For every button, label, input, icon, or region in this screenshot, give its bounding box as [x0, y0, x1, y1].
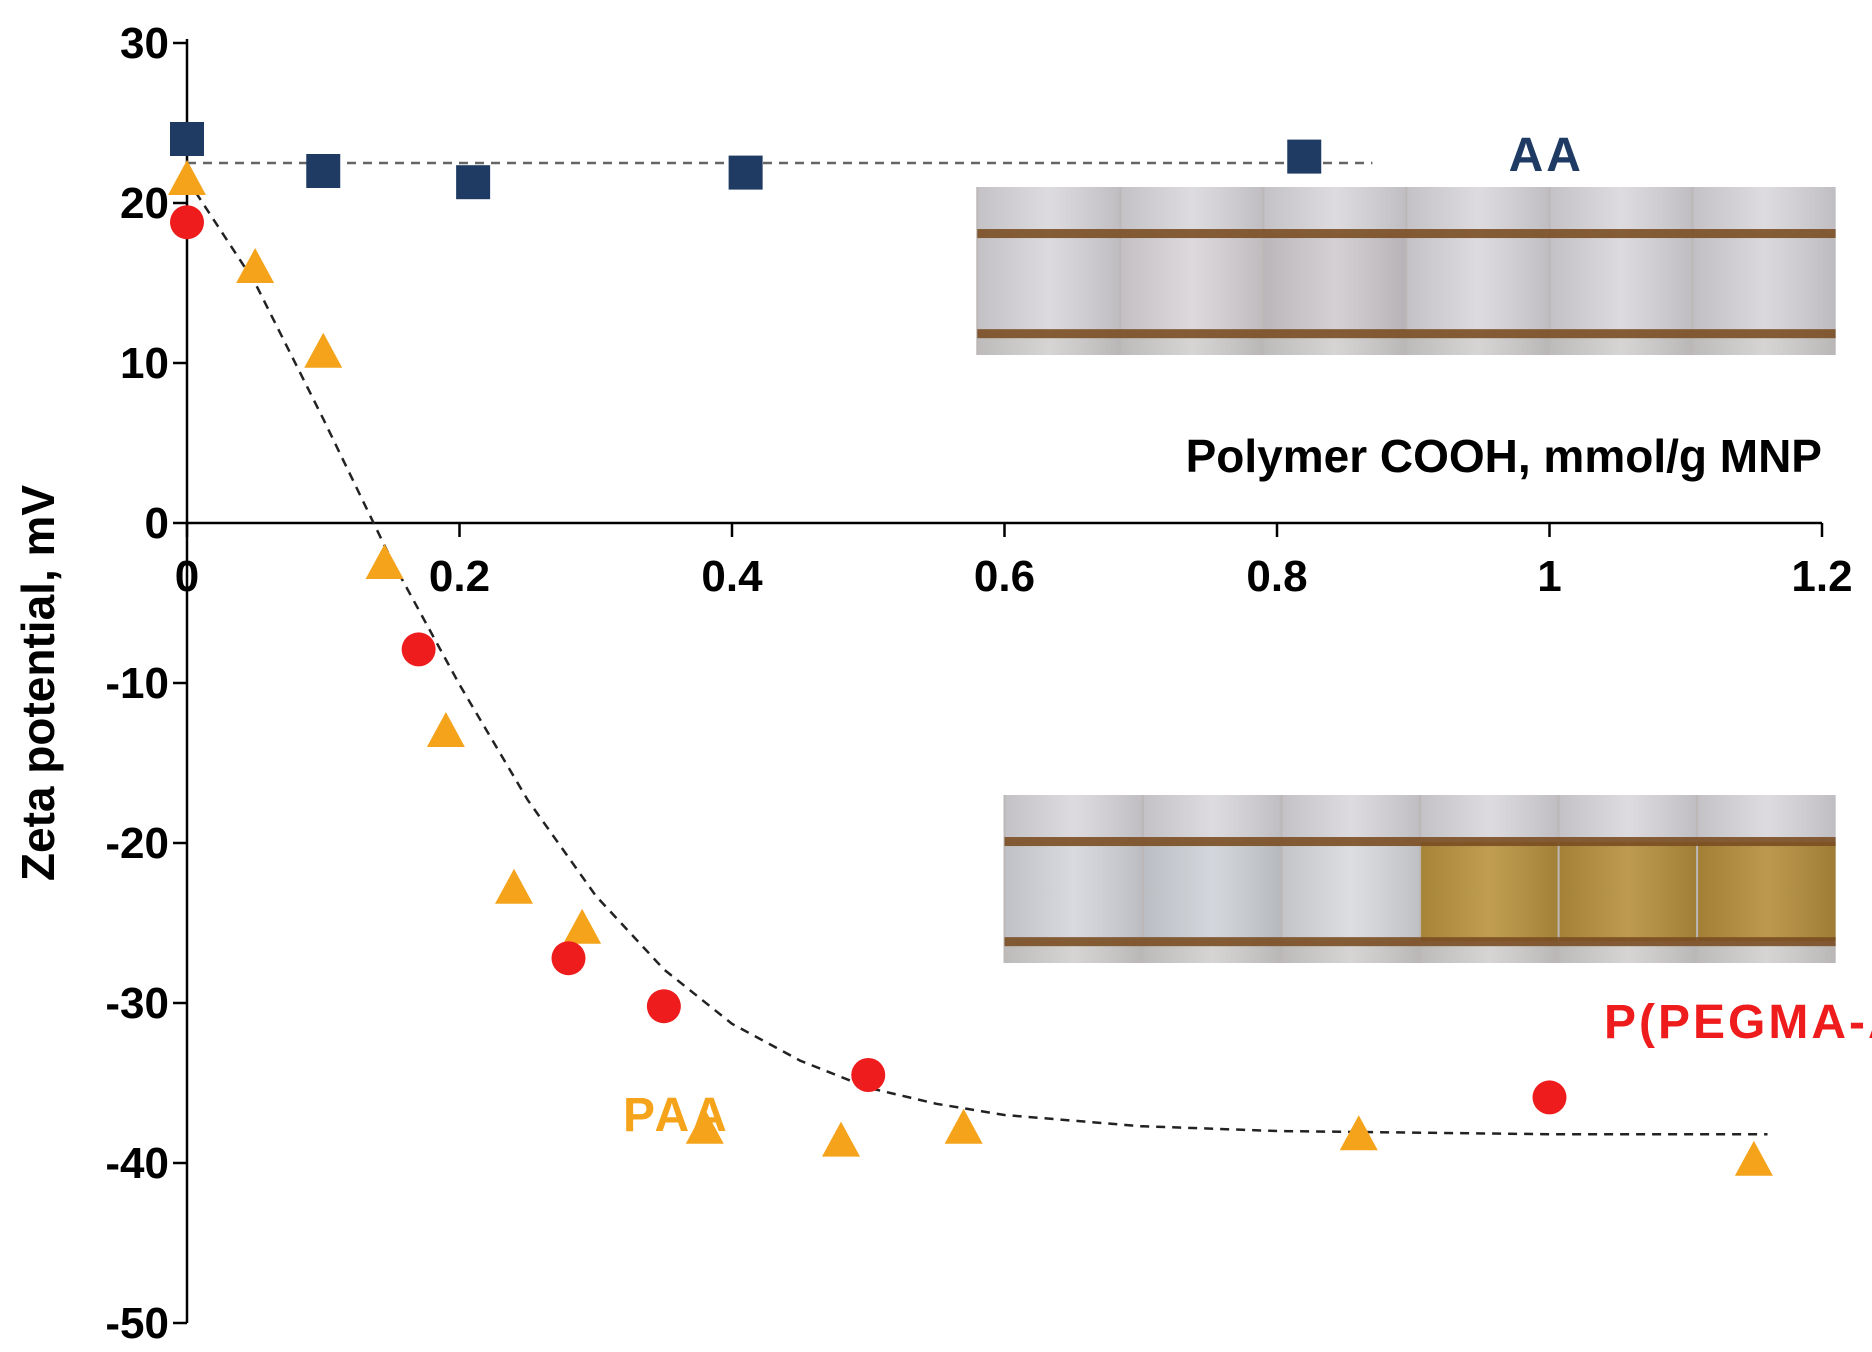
data-point-circle [551, 941, 586, 976]
x-tick-label: 0.2 [429, 552, 490, 601]
series-label-pegma: P(PEGMA-AA) [1604, 996, 1872, 1049]
data-point-square [1287, 139, 1322, 174]
data-point-square [170, 122, 204, 156]
vial-shading [1263, 187, 1407, 355]
vial-shading [1697, 795, 1836, 963]
data-point-triangle [236, 248, 275, 283]
vial-shading [1004, 795, 1144, 963]
series-label-paa: PAA [623, 1089, 730, 1142]
data-point-triangle [426, 712, 465, 747]
series-paa [168, 160, 1773, 1176]
x-tick-label: 1 [1537, 552, 1561, 601]
inset-photos [976, 187, 1836, 963]
vial-shading [1281, 795, 1421, 963]
data-point-triangle [822, 1121, 860, 1157]
data-point-circle [851, 1058, 886, 1092]
bottom-band [1004, 937, 1836, 947]
data-point-triangle [1734, 1140, 1773, 1176]
series-p-pegma-aa- [170, 205, 1567, 1115]
data-point-square [306, 154, 341, 188]
y-tick-label: -30 [105, 979, 169, 1028]
inset-photo-2 [1003, 795, 1836, 963]
x-tick-label: 0.6 [974, 552, 1035, 601]
data-point-triangle [563, 908, 602, 944]
data-point-triangle [365, 544, 404, 579]
axes: 30 20 10 0 -10 -20 -30 -40 -50 0 0.2 0.4 0.6 0.8 1 1.2 P… [12, 19, 1853, 1348]
x-tick-label: 0.8 [1246, 552, 1307, 601]
y-tick-label: 0 [145, 499, 169, 548]
data-point-triangle [944, 1108, 983, 1144]
series-aa [170, 122, 1322, 200]
vial-shading [1120, 187, 1264, 355]
x-axis-title: Polymer COOH, mmol/g MNP [1186, 430, 1822, 482]
x-tick-label: 0 [175, 552, 199, 601]
data-point-triangle [168, 160, 206, 195]
data-point-triangle [685, 1108, 724, 1144]
vial-shading [977, 187, 1121, 355]
data-point-triangle [495, 868, 533, 904]
data-point-square [456, 165, 491, 200]
series-label-aa: AA [1509, 129, 1584, 182]
data-point-triangle [1339, 1115, 1378, 1151]
meniscus-band [1004, 837, 1836, 847]
inset-photo-1 [976, 187, 1836, 355]
x-tick-label: 1.2 [1791, 552, 1852, 601]
vial-shading [1692, 187, 1836, 355]
meniscus-band [977, 229, 1836, 239]
y-tick-label: -40 [105, 1139, 169, 1188]
data-point-circle [646, 989, 681, 1024]
data-points [168, 122, 1773, 1176]
y-tick-label: -20 [105, 819, 169, 868]
y-tick-label: 30 [120, 19, 169, 68]
vial-shading [1558, 795, 1698, 963]
series-labels: AA PAA P(PEGMA-AA) [623, 129, 1872, 1142]
data-point-circle [170, 205, 204, 240]
y-axis-title: Zeta potential, mV [12, 485, 64, 881]
x-tick-label: 0.4 [701, 552, 763, 601]
bottom-band [977, 329, 1836, 339]
data-point-triangle [304, 332, 343, 368]
y-tick-label: 20 [120, 179, 169, 228]
y-tick-label: -10 [105, 659, 169, 708]
y-tick-label: 10 [120, 339, 169, 388]
vial-shading [1549, 187, 1693, 355]
data-point-circle [1532, 1080, 1567, 1115]
data-point-square [728, 155, 763, 190]
data-point-circle [401, 632, 436, 667]
y-tick-label: -50 [105, 1299, 169, 1347]
vial-shading [1143, 795, 1282, 963]
vial-shading [1420, 795, 1559, 963]
vial-shading [1406, 187, 1550, 355]
